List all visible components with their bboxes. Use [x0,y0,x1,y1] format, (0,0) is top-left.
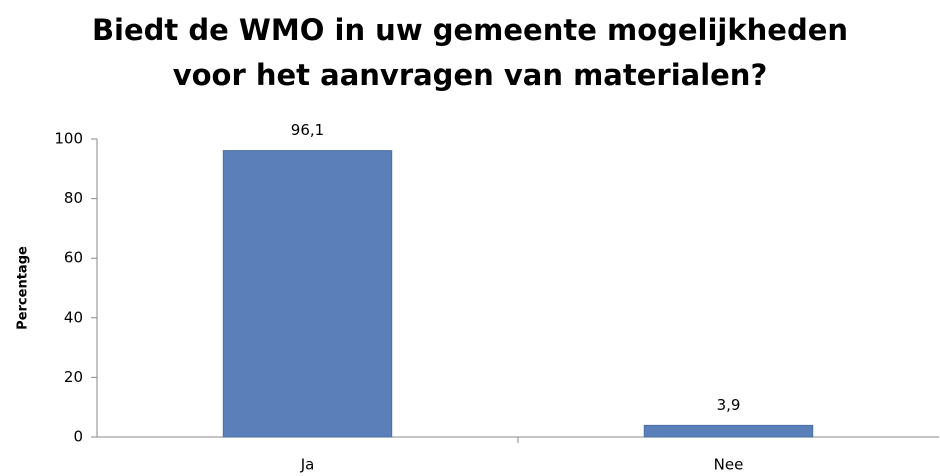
data-label: 96,1 [291,121,324,139]
x-tick-label: Ja [300,456,315,474]
bar [222,150,393,438]
y-axis-label: Percentage [16,246,31,330]
x-tick-label: Nee [714,456,744,474]
bar [643,424,814,438]
data-label: 3,9 [717,396,741,414]
y-tick-label: 20 [64,368,83,386]
y-tick-label: 80 [64,189,83,207]
y-tick-label: 100 [54,130,83,148]
y-tick-label: 0 [73,428,83,446]
y-tick-label: 40 [64,308,83,326]
chart-title: voor het aanvragen van materialen? [173,58,768,92]
chart-title: Biedt de WMO in uw gemeente mogelijkhede… [92,13,848,47]
y-tick-label: 60 [64,249,83,267]
